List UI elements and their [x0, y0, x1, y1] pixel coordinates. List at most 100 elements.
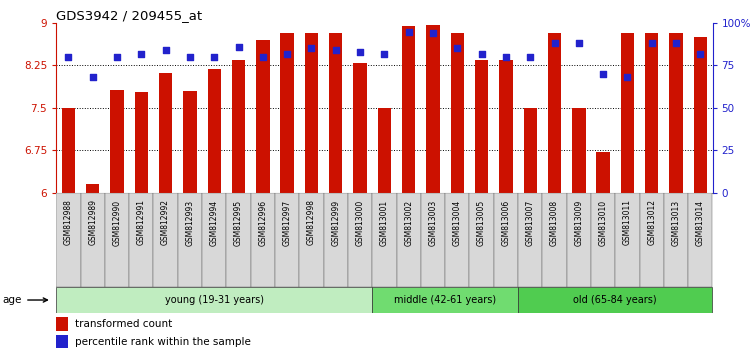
Bar [518, 193, 542, 287]
Text: GSM813002: GSM813002 [404, 200, 413, 246]
Bar [348, 193, 372, 287]
Point [403, 29, 415, 34]
Bar [669, 33, 682, 193]
Bar [518, 287, 712, 313]
Text: GSM813012: GSM813012 [647, 200, 656, 245]
Bar [591, 193, 615, 287]
Bar [421, 193, 446, 287]
Bar [372, 287, 518, 313]
Bar [475, 60, 488, 193]
Text: GSM813010: GSM813010 [598, 200, 608, 246]
Bar [56, 193, 80, 287]
Bar [645, 33, 658, 193]
Text: GSM812997: GSM812997 [283, 200, 292, 246]
Bar [323, 193, 348, 287]
Bar [640, 193, 664, 287]
Text: young (19-31 years): young (19-31 years) [165, 295, 264, 305]
Point [87, 75, 99, 80]
Point [209, 54, 220, 60]
Text: GDS3942 / 209455_at: GDS3942 / 209455_at [56, 9, 202, 22]
Point [524, 54, 536, 60]
Bar [110, 90, 124, 193]
Bar [178, 193, 202, 287]
Text: GSM813014: GSM813014 [696, 200, 705, 246]
Point [62, 54, 74, 60]
Text: GSM812989: GSM812989 [88, 200, 98, 245]
Point [427, 30, 439, 36]
Bar [56, 335, 68, 348]
Text: GSM813009: GSM813009 [574, 200, 584, 246]
Text: GSM813011: GSM813011 [623, 200, 632, 245]
Point [330, 47, 342, 53]
Bar [256, 40, 269, 193]
Point [476, 51, 488, 56]
Text: GSM813006: GSM813006 [502, 200, 511, 246]
Bar [280, 33, 294, 193]
Bar [329, 33, 343, 193]
Bar [56, 317, 68, 331]
Text: GSM813003: GSM813003 [428, 200, 437, 246]
Bar [446, 193, 470, 287]
Bar [226, 193, 251, 287]
Text: GSM813000: GSM813000 [356, 200, 364, 246]
Text: GSM812996: GSM812996 [258, 200, 267, 246]
Text: GSM813001: GSM813001 [380, 200, 388, 246]
Text: GSM813005: GSM813005 [477, 200, 486, 246]
Bar [105, 193, 129, 287]
Point [597, 71, 609, 77]
Bar [451, 33, 464, 193]
Bar [397, 193, 421, 287]
Text: GSM812992: GSM812992 [161, 200, 170, 245]
Text: age: age [3, 295, 47, 305]
Bar [378, 108, 391, 193]
Text: GSM813007: GSM813007 [526, 200, 535, 246]
Point [670, 41, 682, 46]
Point [548, 41, 560, 46]
Bar [470, 193, 494, 287]
Point [573, 41, 585, 46]
Bar [524, 108, 537, 193]
Bar [154, 193, 178, 287]
Bar [567, 193, 591, 287]
Point [232, 44, 244, 50]
Bar [548, 33, 561, 193]
Bar [251, 193, 275, 287]
Point [111, 54, 123, 60]
Text: GSM812993: GSM812993 [185, 200, 194, 246]
Point [160, 47, 172, 53]
Point [305, 46, 317, 51]
Point [135, 51, 147, 56]
Text: GSM812991: GSM812991 [136, 200, 146, 245]
Point [452, 46, 464, 51]
Point [256, 54, 268, 60]
Bar [664, 193, 688, 287]
Point [646, 41, 658, 46]
Bar [621, 33, 634, 193]
Bar [183, 91, 196, 193]
Bar [202, 193, 226, 287]
Point [281, 51, 293, 56]
Text: GSM813008: GSM813008 [550, 200, 559, 246]
Text: GSM812998: GSM812998 [307, 200, 316, 245]
Point [354, 49, 366, 55]
Bar [572, 108, 586, 193]
Text: GSM812990: GSM812990 [112, 200, 122, 246]
Point [378, 51, 390, 56]
Bar [62, 108, 75, 193]
Bar [86, 184, 100, 193]
Bar [688, 193, 712, 287]
Bar [159, 73, 172, 193]
Bar [500, 60, 512, 193]
Bar [80, 193, 105, 287]
Bar [56, 287, 372, 313]
Bar [694, 37, 707, 193]
Text: transformed count: transformed count [74, 319, 172, 329]
Bar [275, 193, 299, 287]
Bar [353, 63, 367, 193]
Text: GSM812999: GSM812999 [332, 200, 340, 246]
Text: GSM813013: GSM813013 [671, 200, 680, 246]
Text: percentile rank within the sample: percentile rank within the sample [74, 337, 250, 347]
Bar [135, 92, 148, 193]
Bar [402, 26, 416, 193]
Text: middle (42-61 years): middle (42-61 years) [394, 295, 496, 305]
